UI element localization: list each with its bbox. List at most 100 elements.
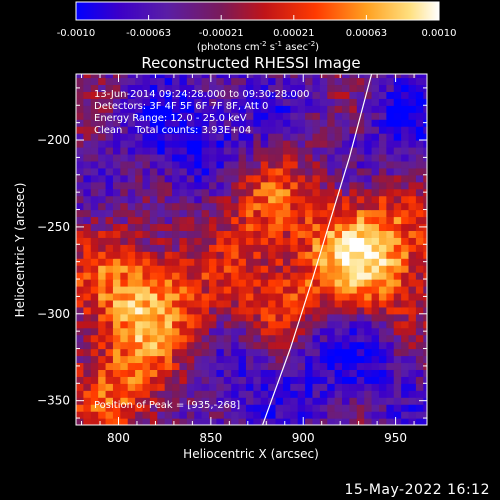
heatmap-cell xyxy=(112,390,121,398)
heatmap-cell xyxy=(149,404,158,412)
heatmap-cell xyxy=(201,362,210,370)
heatmap-cell xyxy=(371,272,380,280)
heatmap-cell xyxy=(201,91,210,99)
heatmap-cell xyxy=(260,153,269,162)
heatmap-cell xyxy=(282,306,291,315)
heatmap-cell xyxy=(142,285,151,294)
heatmap-cell xyxy=(231,285,240,294)
heatmap-cell xyxy=(172,174,181,183)
heatmap-cell xyxy=(90,209,99,218)
heatmap-cell xyxy=(83,230,92,238)
heatmap-cell xyxy=(282,411,291,419)
heatmap-cell xyxy=(223,334,232,343)
heatmap-cell xyxy=(142,258,151,266)
heatmap-cell xyxy=(290,320,299,329)
heatmap-cell xyxy=(408,404,417,412)
heatmap-cell xyxy=(356,181,365,190)
heatmap-cell xyxy=(194,126,203,134)
heatmap-cell xyxy=(386,133,395,141)
heatmap-cell xyxy=(245,146,254,155)
heatmap-cell xyxy=(312,306,321,315)
heatmap-cell xyxy=(83,84,92,92)
heatmap-cell xyxy=(245,355,254,364)
heatmap-cell xyxy=(216,91,225,99)
heatmap-cell xyxy=(408,98,417,106)
heatmap-cell xyxy=(76,348,84,357)
heatmap-cell xyxy=(305,279,314,287)
heatmap-cell xyxy=(194,174,203,183)
heatmap-cell xyxy=(223,91,232,99)
heatmap-cell xyxy=(334,327,343,336)
heatmap-cell xyxy=(120,160,129,169)
heatmap-cell xyxy=(209,362,217,370)
heatmap-cell xyxy=(378,272,387,280)
y-tick-label: −250 xyxy=(37,220,70,234)
heatmap-cell xyxy=(319,119,328,127)
heatmap-cell xyxy=(415,188,424,197)
heatmap-cell xyxy=(290,209,299,218)
heatmap-cell xyxy=(135,327,144,336)
heatmap-cell xyxy=(76,272,84,280)
heatmap-cell xyxy=(275,153,284,162)
heatmap-cell xyxy=(342,383,351,391)
heatmap-cell xyxy=(305,91,314,99)
heatmap-cell xyxy=(209,244,217,252)
heatmap-cell xyxy=(201,390,210,398)
heatmap-cell xyxy=(245,84,254,92)
heatmap-cell xyxy=(408,341,417,350)
heatmap-cell xyxy=(268,223,277,231)
heatmap-cell xyxy=(245,279,254,287)
heatmap-cell xyxy=(98,306,107,315)
heatmap-cell xyxy=(401,91,410,99)
heatmap-cell xyxy=(216,418,225,425)
heatmap-cell xyxy=(386,404,395,412)
heatmap-cell xyxy=(378,362,387,370)
heatmap-cell xyxy=(164,299,173,308)
heatmap-cell xyxy=(334,140,343,148)
heatmap-cell xyxy=(127,327,136,336)
heatmap-cell xyxy=(120,98,129,106)
heatmap-cell xyxy=(76,383,84,391)
heatmap-cell xyxy=(342,202,351,211)
heatmap-cell xyxy=(327,251,336,259)
heatmap-cell xyxy=(386,119,395,127)
heatmap-cell xyxy=(297,74,306,79)
heatmap-cell xyxy=(149,320,158,329)
heatmap-cell xyxy=(415,77,424,86)
heatmap-cell xyxy=(120,74,129,79)
heatmap-cell xyxy=(127,98,136,106)
heatmap-cell xyxy=(268,265,277,273)
heatmap-cell xyxy=(194,265,203,273)
heatmap-cell xyxy=(216,306,225,315)
heatmap-cell xyxy=(194,84,203,92)
heatmap-cell xyxy=(349,244,358,252)
heatmap-cell xyxy=(216,126,225,134)
heatmap-cell xyxy=(371,265,380,273)
heatmap-cell xyxy=(297,98,306,106)
heatmap-cell xyxy=(275,77,284,86)
heatmap-cell xyxy=(386,216,395,225)
heatmap-cell xyxy=(423,376,427,384)
heatmap-cell xyxy=(164,140,173,148)
heatmap-cell xyxy=(401,195,410,204)
heatmap-cell xyxy=(386,77,395,86)
heatmap-cell xyxy=(371,140,380,148)
heatmap-cell xyxy=(201,306,210,315)
heatmap-cell xyxy=(201,174,210,183)
heatmap-cell xyxy=(364,251,373,259)
heatmap-cell xyxy=(319,146,328,155)
heatmap-cell xyxy=(179,404,188,412)
heatmap-cell xyxy=(186,390,195,398)
heatmap-cell xyxy=(142,411,151,419)
heatmap-cell xyxy=(408,265,417,273)
heatmap-cell xyxy=(305,348,314,357)
heatmap-cell xyxy=(275,258,284,266)
heatmap-cell xyxy=(105,195,114,204)
heatmap-cell xyxy=(245,119,254,127)
heatmap-cell xyxy=(386,306,395,315)
heatmap-cell xyxy=(290,181,299,190)
heatmap-cell xyxy=(260,279,269,287)
heatmap-cell xyxy=(297,77,306,86)
heatmap-cell xyxy=(149,140,158,148)
heatmap-cell xyxy=(238,84,247,92)
